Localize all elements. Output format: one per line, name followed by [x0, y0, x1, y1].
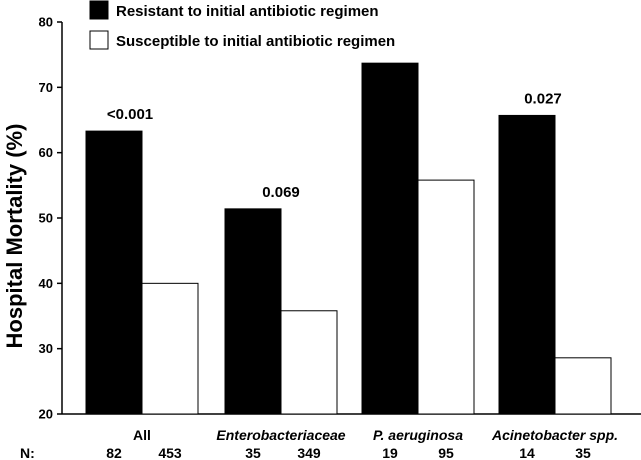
category-label: Acinetobacter spp.	[491, 427, 618, 443]
legend-swatch-resistant	[89, 0, 109, 20]
bar-resistant	[85, 130, 143, 415]
bars	[85, 62, 612, 415]
legend-swatch-susceptible	[89, 30, 109, 50]
bar-resistant	[224, 208, 282, 415]
y-tick-label: 30	[39, 341, 53, 356]
n-value: 14	[519, 445, 535, 460]
n-value: 35	[245, 445, 261, 460]
bar-susceptible	[280, 310, 338, 415]
n-value: 19	[382, 445, 398, 460]
y-tick-label: 50	[39, 211, 53, 226]
legend-label: Susceptible to initial antibiotic regime…	[116, 33, 395, 50]
category-label: Enterobacteriaceae	[216, 427, 345, 443]
axes: 20 30 40 50 60 70 80 Hospital Mortality (%)	[2, 15, 641, 422]
n-value: 82	[106, 445, 122, 460]
legend: Resistant to initial antibiotic regimen S…	[89, 0, 395, 50]
y-tick-label: 20	[39, 407, 53, 422]
y-tick-label: 40	[39, 276, 53, 291]
legend-label: Resistant to initial antibiotic regimen	[116, 3, 379, 20]
y-tick-label: 60	[39, 145, 53, 160]
labels: <0.001 All 82 453 0.069 Enterobacteriaceae 35 3…	[20, 90, 618, 460]
n-label: N:	[20, 445, 35, 460]
bar-resistant	[361, 62, 419, 415]
y-tick-label: 70	[39, 80, 53, 95]
n-value: 453	[158, 445, 182, 460]
category-label: P. aeruginosa	[373, 427, 463, 443]
category-label: All	[133, 427, 151, 443]
p-value-label: 0.027	[524, 90, 562, 107]
y-tick-label: 80	[39, 15, 53, 30]
y-axis-title: Hospital Mortality (%)	[2, 124, 27, 349]
p-value-label: <0.001	[107, 106, 153, 123]
p-value-label: 0.069	[262, 184, 300, 201]
n-value: 35	[575, 445, 591, 460]
n-value: 349	[297, 445, 321, 460]
bar-susceptible	[141, 282, 199, 415]
n-value: 95	[438, 445, 454, 460]
bar-susceptible	[554, 357, 612, 415]
bar-susceptible	[417, 179, 475, 415]
bar-resistant	[498, 114, 556, 415]
